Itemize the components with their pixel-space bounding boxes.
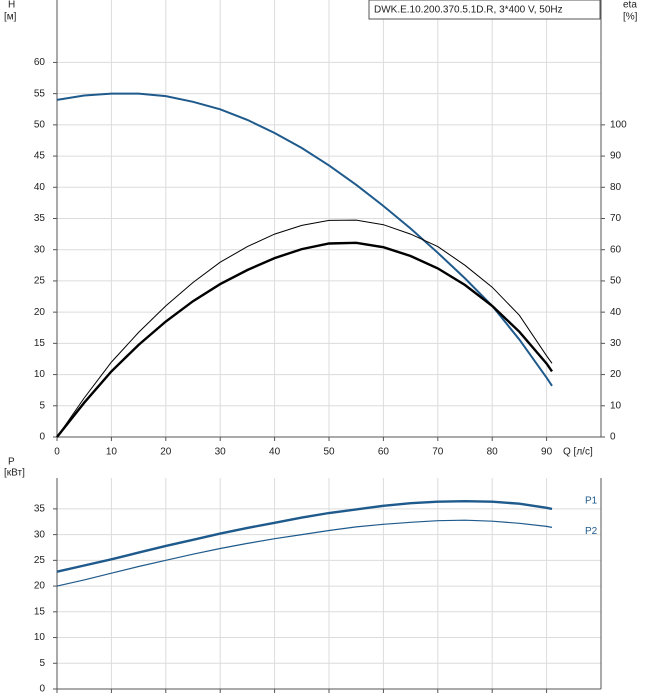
x-tick-label: 10 bbox=[106, 447, 118, 458]
y2-tick-label: 90 bbox=[610, 151, 622, 162]
x-tick-label: 60 bbox=[378, 447, 390, 458]
y-tick-label: 30 bbox=[34, 244, 46, 255]
legend-label: P1 bbox=[585, 496, 598, 507]
title-box bbox=[368, 0, 601, 20]
x-tick-label: 40 bbox=[269, 447, 281, 458]
y-tick-label: 60 bbox=[34, 57, 46, 68]
y-tick-label: 5 bbox=[39, 658, 45, 669]
y-tick-label: 20 bbox=[34, 307, 46, 318]
y-tick-label: 50 bbox=[34, 119, 46, 130]
y-tick-label: 35 bbox=[34, 504, 46, 515]
y-label: H bbox=[8, 0, 15, 11]
y-unit: [м] bbox=[4, 12, 17, 23]
y2-tick-label: 30 bbox=[610, 338, 622, 349]
y-tick-label: 45 bbox=[34, 151, 46, 162]
y-tick-label: 30 bbox=[34, 529, 46, 540]
y2-tick-label: 20 bbox=[610, 369, 622, 380]
y-tick-label: 20 bbox=[34, 581, 46, 592]
y2-tick-label: 80 bbox=[610, 182, 622, 193]
x-tick-label: 80 bbox=[487, 447, 499, 458]
x-tick-label: 20 bbox=[160, 447, 172, 458]
x-tick-label: 70 bbox=[432, 447, 444, 458]
y2-label: eta bbox=[623, 0, 637, 11]
x-tick-label: 0 bbox=[54, 447, 60, 458]
x-tick-label: 90 bbox=[541, 447, 553, 458]
chart-title: DWK.E.10.200.370.5.1D.R, 3*400 V, 50Hz bbox=[374, 5, 563, 16]
y2-tick-label: 100 bbox=[610, 119, 627, 130]
y-tick-label: 15 bbox=[34, 606, 46, 617]
y-tick-label: 10 bbox=[34, 369, 46, 380]
x-tick-label: 50 bbox=[323, 447, 335, 458]
y-tick-label: 10 bbox=[34, 632, 46, 643]
y-unit: [кВт] bbox=[4, 468, 25, 479]
y-tick-label: 0 bbox=[39, 432, 45, 443]
y-tick-label: 55 bbox=[34, 88, 46, 99]
y-label: P bbox=[8, 457, 15, 468]
y-tick-label: 5 bbox=[39, 400, 45, 411]
legend-label: P2 bbox=[585, 526, 598, 537]
y-tick-label: 25 bbox=[34, 276, 46, 287]
y2-tick-label: 40 bbox=[610, 307, 622, 318]
y-tick-label: 15 bbox=[34, 338, 46, 349]
series-line bbox=[56, 499, 553, 573]
x-label: Q [л/с] bbox=[563, 447, 593, 458]
y2-tick-label: 50 bbox=[610, 276, 622, 287]
y2-tick-label: 10 bbox=[610, 400, 622, 411]
y2-unit: [%] bbox=[623, 12, 638, 23]
series-line bbox=[56, 241, 553, 438]
y2-tick-label: 60 bbox=[610, 244, 622, 255]
y-tick-label: 25 bbox=[34, 555, 46, 566]
y2-tick-label: 70 bbox=[610, 213, 622, 224]
series-line bbox=[56, 219, 553, 438]
y2-tick-label: 0 bbox=[610, 432, 616, 443]
y-tick-label: 0 bbox=[39, 684, 45, 695]
y-tick-label: 40 bbox=[34, 182, 46, 193]
series-line bbox=[56, 519, 553, 587]
x-tick-label: 30 bbox=[215, 447, 227, 458]
y-tick-label: 35 bbox=[34, 213, 46, 224]
series-line bbox=[56, 92, 553, 387]
